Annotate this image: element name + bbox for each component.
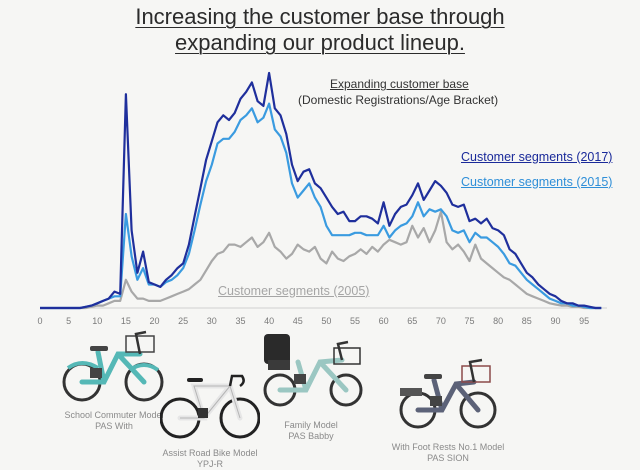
x-tick-label: 75 [465,316,475,326]
x-tick-label: 55 [350,316,360,326]
page-title: Increasing the customer base through exp… [0,4,640,56]
x-tick-label: 70 [436,316,446,326]
x-tick-label: 15 [121,316,131,326]
x-tick-label: 5 [66,316,71,326]
caption-family-name: PAS Babby [288,431,334,441]
x-tick-label: 50 [321,316,331,326]
caption-family-model: Family Model [284,420,338,430]
x-tick-label: 60 [379,316,389,326]
caption-foot-rests-name: PAS SION [427,453,469,463]
series-2017-line [40,71,602,310]
caption-road-bike-model: Assist Road Bike Model [162,448,258,458]
legend-2015: Customer segments (2015) [461,175,613,189]
x-tick-label: 30 [207,316,217,326]
caption-road-bike-name: YPJ-R [196,459,223,469]
x-tick-label: 25 [178,316,188,326]
caption-family: Family Model PAS Babby [256,420,366,442]
x-tick-label: 65 [407,316,417,326]
foot-rests-bike-image [399,358,497,429]
caption-school-commuter-name: PAS With [95,421,133,431]
legend-2005: Customer segments (2005) [218,284,370,298]
title-line-1: Increasing the customer base through [135,4,505,29]
x-tick-label: 85 [522,316,532,326]
caption-school-commuter: School Commuter Model PAS With [54,410,174,432]
x-tick-label: 90 [550,316,560,326]
x-tick-label: 20 [150,316,160,326]
caption-foot-rests-model: With Foot Rests No.1 Model [391,442,505,452]
x-tick-label: 10 [92,316,102,326]
x-tick-label: 95 [579,316,589,326]
series-2015-line [40,102,602,310]
chart-subtitle: (Domestic Registrations/Age Bracket) [298,93,499,107]
family-bike-image [263,334,363,407]
caption-school-commuter-model: School Commuter Model [64,410,164,420]
caption-foot-rests: With Foot Rests No.1 Model PAS SION [386,442,510,464]
title-line-2: expanding our product lineup. [175,30,465,55]
caption-road-bike: Assist Road Bike Model YPJ-R [150,448,270,470]
road-bike-image [160,374,260,439]
chart-title: Expanding customer base [330,77,469,91]
x-tick-label: 0 [37,316,42,326]
legend-2017: Customer segments (2017) [461,150,613,164]
school-commuter-bike-image [62,330,164,402]
x-tick-label: 35 [235,316,245,326]
x-tick-label: 45 [293,316,303,326]
x-tick-label: 80 [493,316,503,326]
x-tick-label: 40 [264,316,274,326]
series-2005-line [40,210,602,310]
